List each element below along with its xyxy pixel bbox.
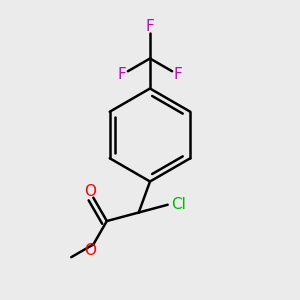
Text: F: F [173, 67, 182, 82]
Text: Cl: Cl [171, 197, 186, 212]
Text: O: O [84, 184, 96, 200]
Text: O: O [84, 243, 96, 258]
Text: F: F [118, 67, 127, 82]
Text: F: F [146, 19, 154, 34]
